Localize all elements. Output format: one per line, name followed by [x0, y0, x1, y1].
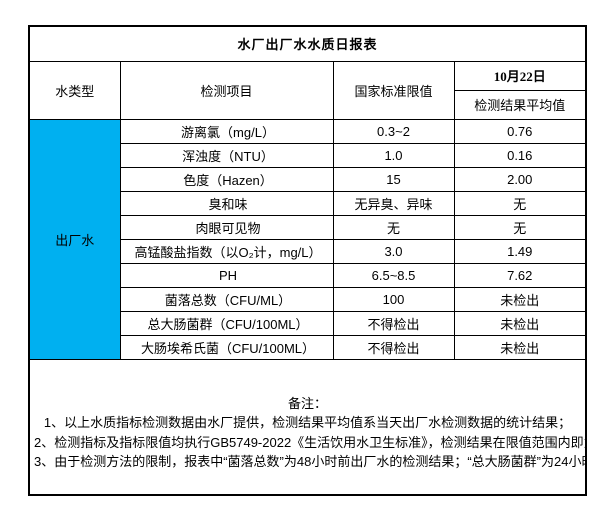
table-row: PH 6.5~8.5 7.62	[29, 262, 587, 288]
item-cell: 游离氯（mg/L）	[119, 118, 334, 144]
limit-cell: 0.3~2	[332, 118, 455, 144]
result-cell: 无	[453, 214, 587, 240]
limit-cell: 15	[332, 166, 455, 192]
limit-cell: 1.0	[332, 142, 455, 168]
item-cell: 浑浊度（NTU）	[119, 142, 334, 168]
item-cell: 菌落总数（CFU/ML）	[119, 286, 334, 312]
table-row: 总大肠菌群（CFU/100ML） 不得检出 未检出	[29, 310, 587, 336]
table-row: 臭和味 无异臭、异味 无	[29, 190, 587, 216]
item-cell: 高锰酸盐指数（以O₂计，mg/L）	[119, 238, 334, 264]
limit-cell: 6.5~8.5	[332, 262, 455, 288]
header-date: 10月22日	[453, 60, 587, 91]
note-line-3: 3、由于检测方法的限制，报表中“菌落总数”为48小时前出厂水的检测结果；“总大肠…	[34, 454, 585, 470]
item-cell: 臭和味	[119, 190, 334, 216]
header-national-limit: 国家标准限值	[332, 60, 455, 120]
result-cell: 0.16	[453, 142, 587, 168]
water-quality-table: 水厂出厂水水质日报表 水类型 检测项目 国家标准限值 10月22日 检测结果平均…	[28, 25, 588, 496]
result-cell: 未检出	[453, 286, 587, 312]
item-cell: 肉眼可见物	[119, 214, 334, 240]
result-cell: 7.62	[453, 262, 587, 288]
header-test-item: 检测项目	[119, 60, 334, 120]
result-cell: 未检出	[453, 310, 587, 336]
result-cell: 1.49	[453, 238, 587, 264]
note-line-1: 1、以上水质指标检测数据由水厂提供，检测结果平均值系当天出厂水检测数据的统计结果…	[43, 415, 572, 431]
item-cell: 总大肠菌群（CFU/100ML）	[119, 310, 334, 336]
item-cell: 色度（Hazen）	[119, 166, 334, 192]
table-row: 浑浊度（NTU） 1.0 0.16	[29, 142, 587, 168]
item-cell: PH	[119, 262, 334, 288]
header-water-type: 水类型	[28, 60, 121, 120]
title-row: 水厂出厂水水质日报表	[28, 25, 587, 62]
table-row: 色度（Hazen） 15 2.00	[29, 166, 587, 192]
limit-cell: 不得检出	[332, 334, 455, 360]
limit-cell: 无	[332, 214, 455, 240]
result-cell: 0.76	[453, 118, 587, 144]
notes-row: 备注： 1、以上水质指标检测数据由水厂提供，检测结果平均值系当天出厂水检测数据的…	[28, 358, 587, 496]
limit-cell: 不得检出	[332, 310, 455, 336]
result-cell: 未检出	[453, 334, 587, 360]
table-row: 肉眼可见物 无 无	[29, 214, 587, 240]
table-row: 大肠埃希氏菌（CFU/100ML） 不得检出 未检出	[29, 334, 587, 360]
table-row: 出厂水 游离氯（mg/L） 0.3~2 0.76	[28, 118, 587, 360]
header-row-2: 检测结果平均值	[29, 89, 587, 120]
result-cell: 无	[453, 190, 587, 216]
header-result-avg: 检测结果平均值	[453, 89, 587, 120]
limit-cell: 100	[332, 286, 455, 312]
limit-cell: 无异臭、异味	[332, 190, 455, 216]
item-cell: 大肠埃希氏菌（CFU/100ML）	[119, 334, 334, 360]
limit-cell: 3.0	[332, 238, 455, 264]
notes-label: 备注：	[288, 395, 328, 411]
report-title: 水厂出厂水水质日报表	[28, 25, 587, 62]
notes-cell: 备注： 1、以上水质指标检测数据由水厂提供，检测结果平均值系当天出厂水检测数据的…	[28, 358, 587, 496]
water-type-cell: 出厂水	[28, 118, 121, 360]
table-row: 高锰酸盐指数（以O₂计，mg/L） 3.0 1.49	[29, 238, 587, 264]
result-cell: 2.00	[453, 166, 587, 192]
note-line-2: 2、检测指标及指标限值均执行GB5749-2022《生活饮用水卫生标准》，检测结…	[34, 434, 587, 450]
header-row-1: 水类型 检测项目 国家标准限值 10月22日	[28, 60, 587, 120]
table-row: 菌落总数（CFU/ML） 100 未检出	[29, 286, 587, 312]
